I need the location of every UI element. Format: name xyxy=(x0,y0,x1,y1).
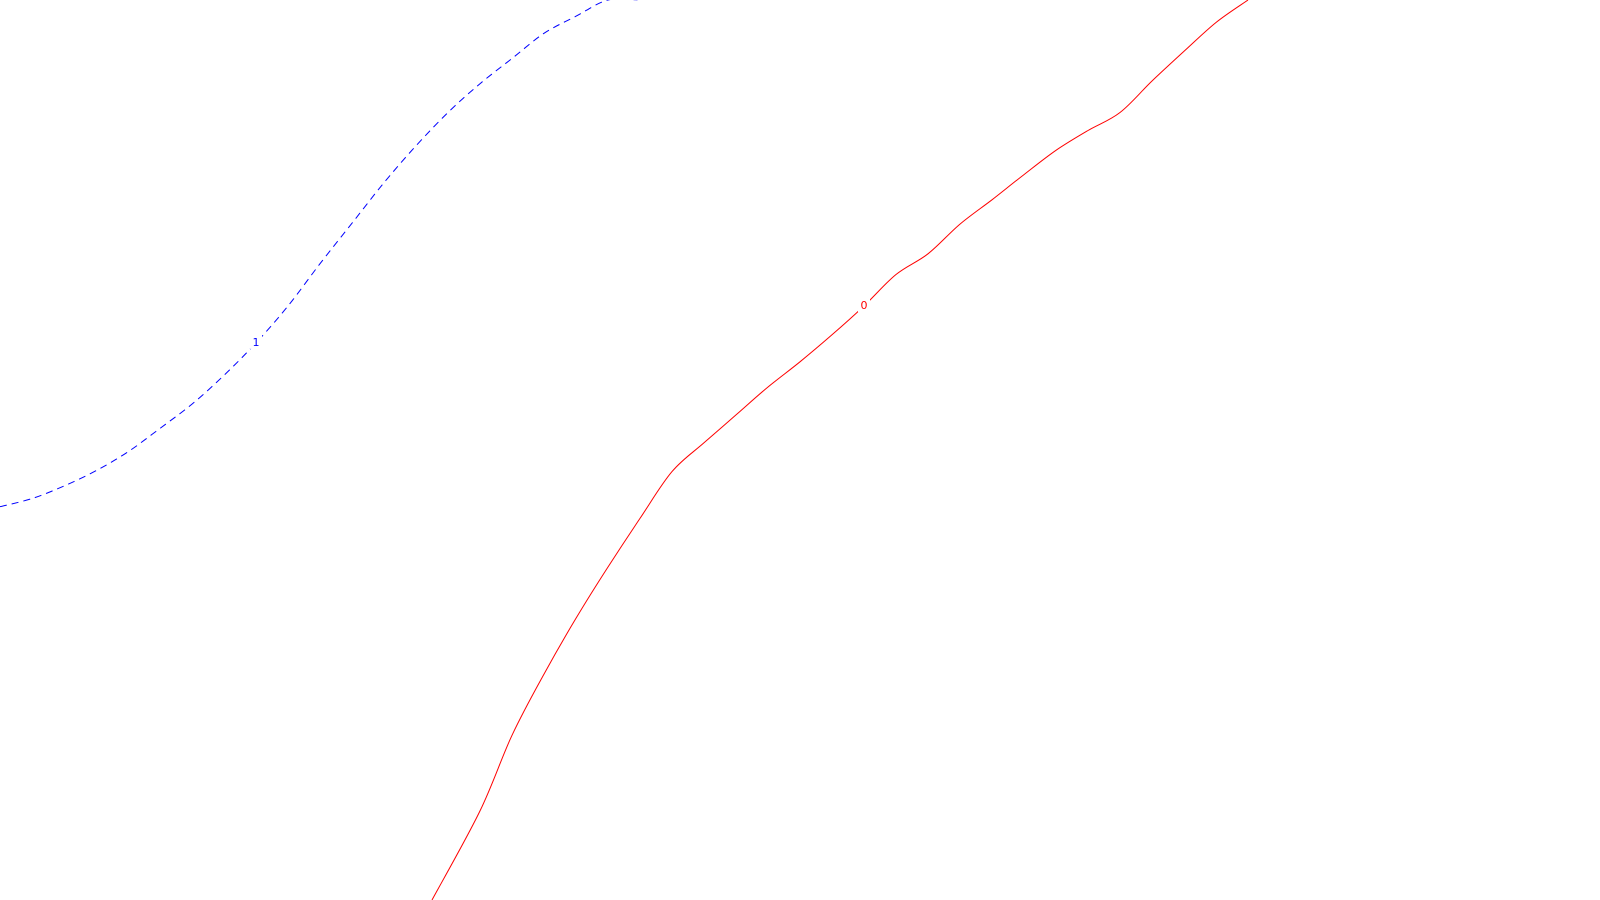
contour-label-1: 1 xyxy=(253,336,260,349)
contour-label-0: 0 xyxy=(861,299,868,312)
contour-label-gap xyxy=(858,298,870,312)
contour-line-0 xyxy=(431,0,1249,900)
contour-line-1 xyxy=(0,0,640,508)
contour-labels: 10 xyxy=(250,298,870,349)
contour-lines xyxy=(0,0,1249,900)
contour-label-gap xyxy=(250,334,262,349)
